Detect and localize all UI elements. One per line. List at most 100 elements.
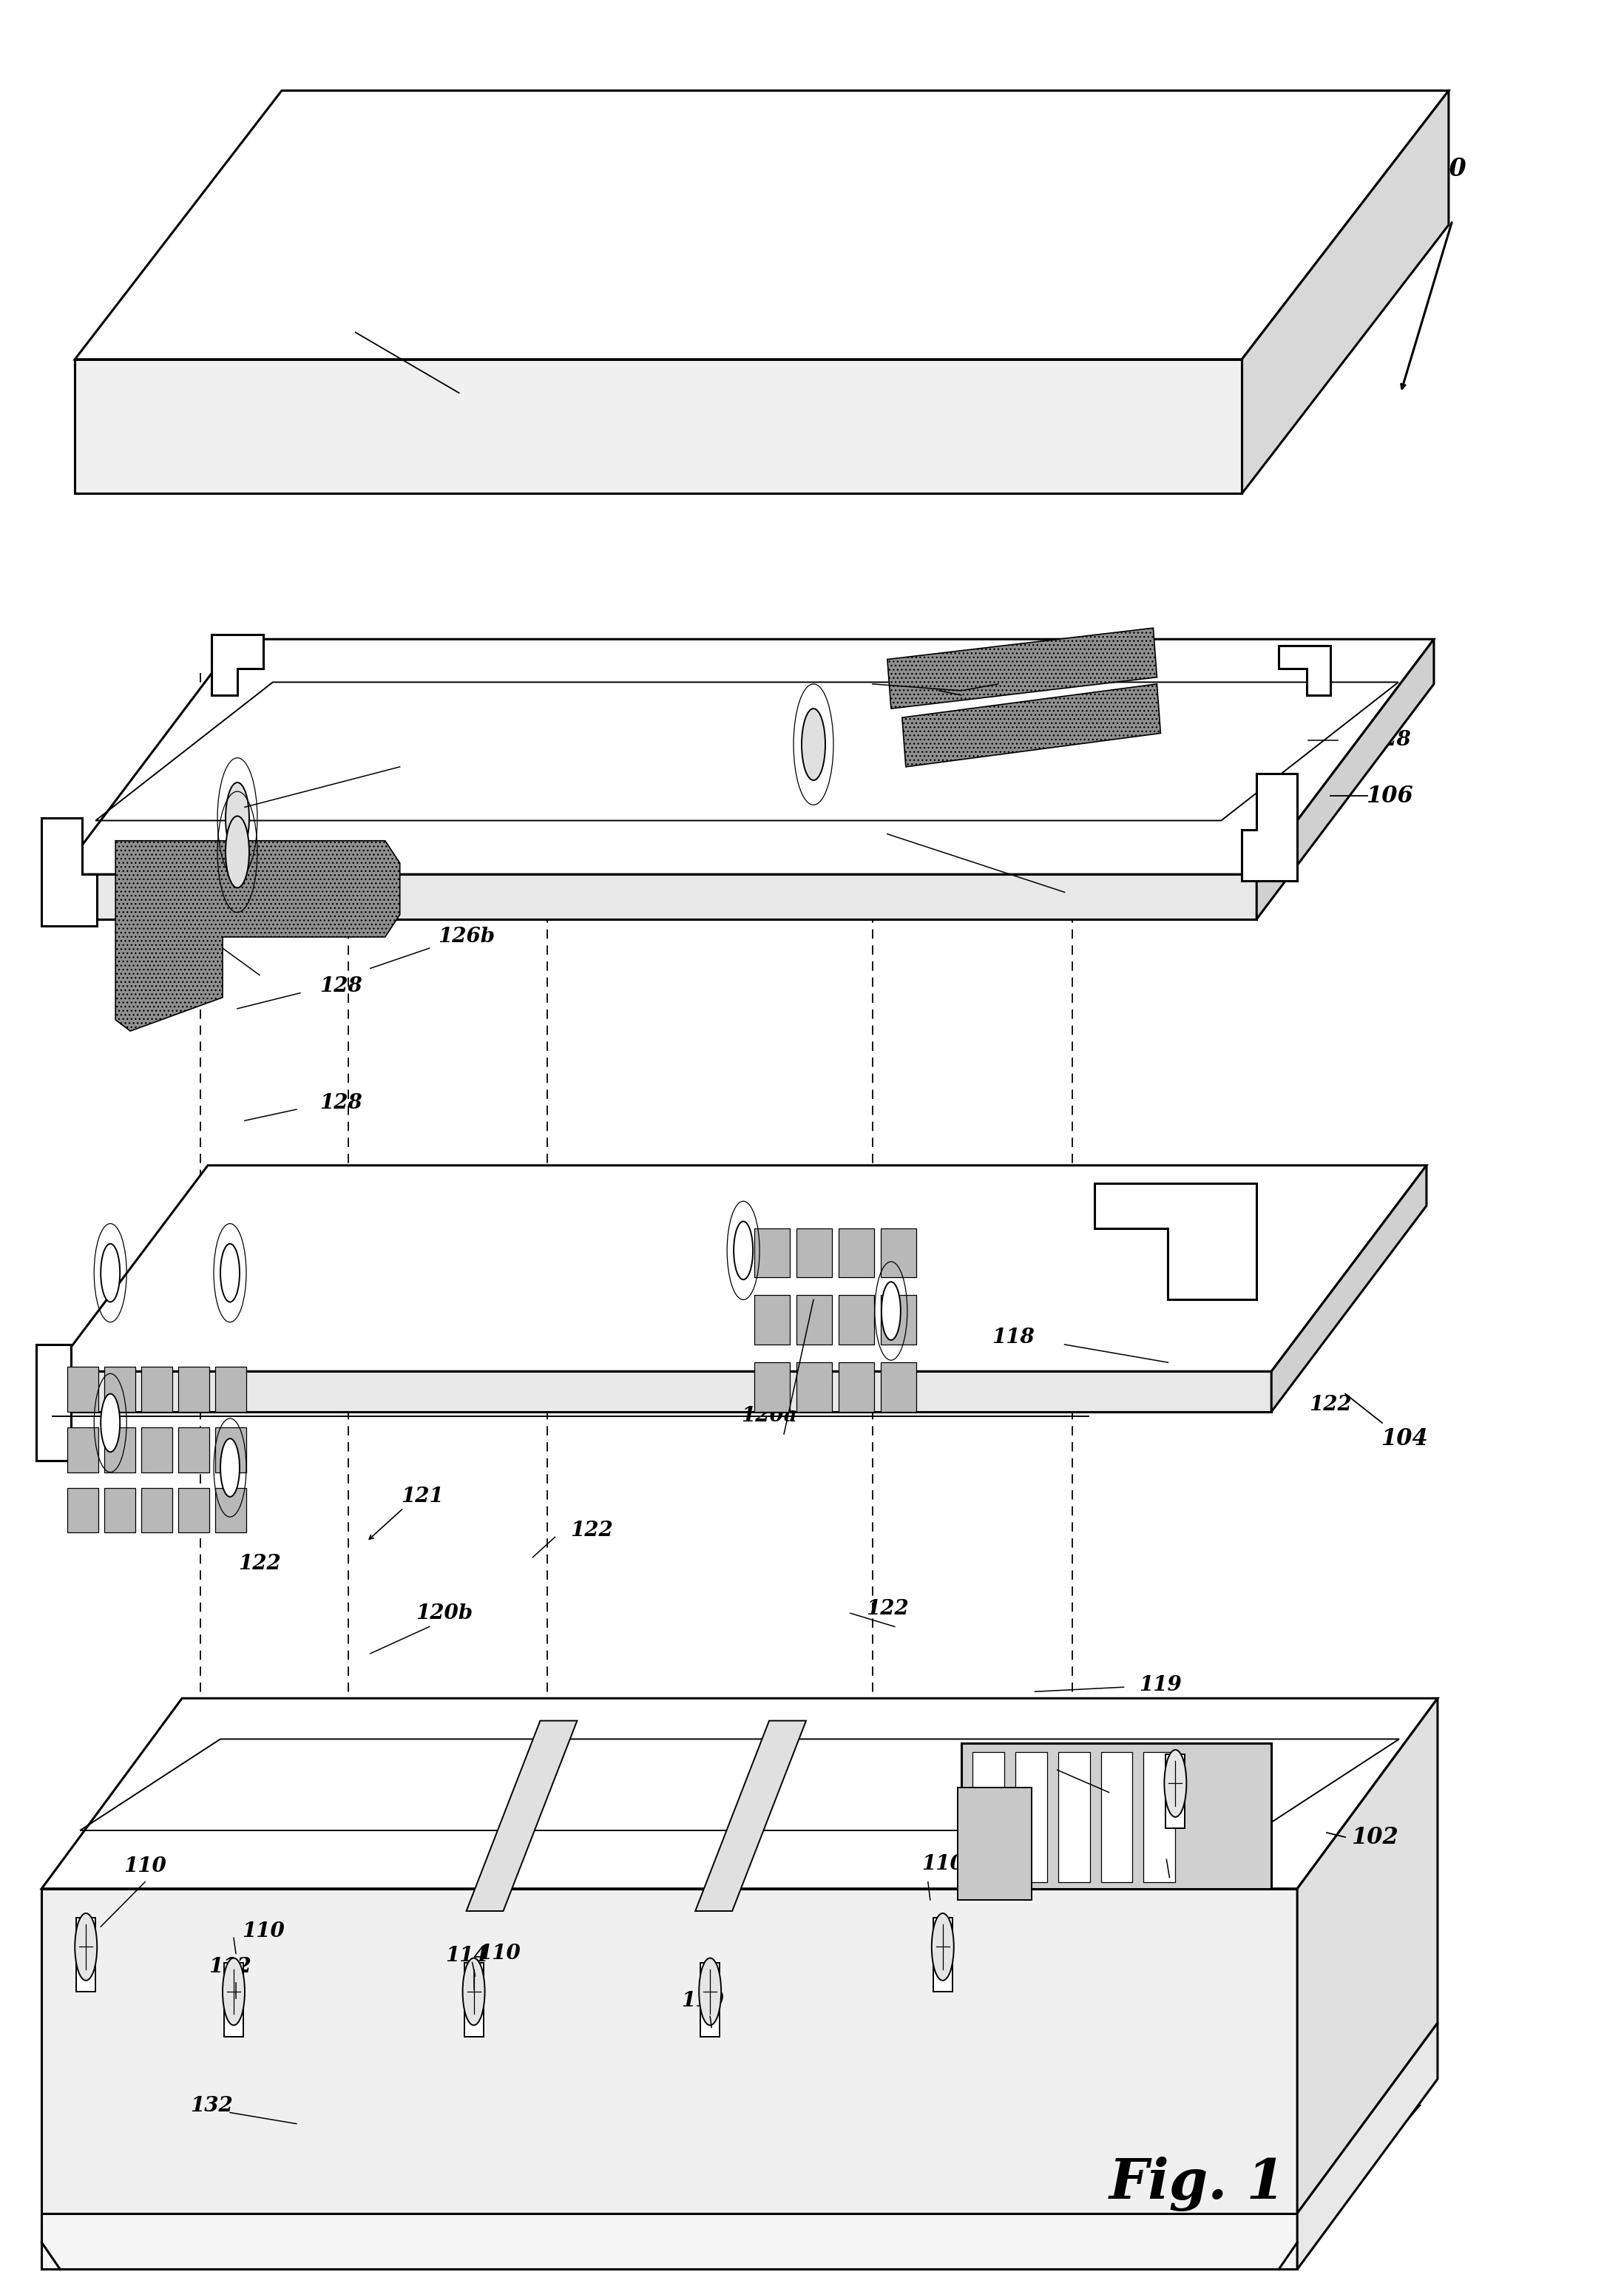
Circle shape bbox=[221, 1244, 240, 1303]
Polygon shape bbox=[1298, 1698, 1437, 2213]
Text: 128: 128 bbox=[1369, 729, 1411, 750]
Polygon shape bbox=[115, 841, 400, 1031]
Polygon shape bbox=[1298, 2023, 1437, 2270]
Circle shape bbox=[802, 709, 825, 780]
Text: 110: 110 bbox=[242, 1920, 284, 1941]
Polygon shape bbox=[958, 1788, 1031, 1900]
Polygon shape bbox=[75, 359, 1242, 494]
Text: 124b: 124b bbox=[158, 928, 214, 946]
Polygon shape bbox=[1166, 1753, 1186, 1829]
Polygon shape bbox=[1057, 1751, 1090, 1881]
Polygon shape bbox=[179, 1426, 209, 1472]
Text: 110: 110 bbox=[682, 1991, 724, 2012]
Text: 132: 132 bbox=[190, 2096, 232, 2117]
Text: 108: 108 bbox=[273, 293, 320, 315]
Polygon shape bbox=[1242, 91, 1449, 494]
Polygon shape bbox=[42, 818, 97, 926]
Text: 100: 100 bbox=[1416, 158, 1466, 181]
Polygon shape bbox=[42, 2213, 1298, 2270]
Text: 112: 112 bbox=[208, 1957, 252, 1977]
Polygon shape bbox=[179, 1488, 209, 1532]
Circle shape bbox=[222, 1959, 245, 2025]
Polygon shape bbox=[1015, 1751, 1047, 1881]
Text: 121: 121 bbox=[401, 1486, 443, 1506]
Polygon shape bbox=[973, 1751, 1004, 1881]
Polygon shape bbox=[179, 1367, 209, 1413]
Polygon shape bbox=[141, 1426, 172, 1472]
Text: 122: 122 bbox=[866, 1598, 909, 1618]
Text: 120a: 120a bbox=[741, 1406, 797, 1426]
Polygon shape bbox=[68, 1367, 99, 1413]
Polygon shape bbox=[755, 1296, 789, 1344]
Polygon shape bbox=[1242, 773, 1298, 880]
Polygon shape bbox=[887, 629, 1156, 709]
Polygon shape bbox=[42, 1698, 1437, 1888]
Polygon shape bbox=[1272, 1166, 1426, 1413]
Polygon shape bbox=[75, 91, 1449, 359]
Circle shape bbox=[226, 816, 248, 887]
Polygon shape bbox=[838, 1296, 874, 1344]
Polygon shape bbox=[104, 1426, 135, 1472]
Polygon shape bbox=[52, 1166, 1426, 1372]
Polygon shape bbox=[141, 1488, 172, 1532]
Circle shape bbox=[734, 1221, 754, 1280]
Polygon shape bbox=[36, 1344, 71, 1461]
Circle shape bbox=[101, 1394, 120, 1452]
Polygon shape bbox=[60, 2105, 1419, 2270]
Polygon shape bbox=[880, 1296, 916, 1344]
Polygon shape bbox=[880, 1228, 916, 1278]
Polygon shape bbox=[216, 1367, 247, 1413]
Polygon shape bbox=[934, 1918, 952, 1991]
Polygon shape bbox=[42, 1888, 1298, 2213]
Polygon shape bbox=[464, 1964, 484, 2037]
Text: 122: 122 bbox=[1309, 1394, 1351, 1415]
Text: 122: 122 bbox=[570, 1520, 614, 1541]
Polygon shape bbox=[76, 1918, 96, 1991]
Polygon shape bbox=[104, 1488, 135, 1532]
Polygon shape bbox=[1143, 1751, 1176, 1881]
Polygon shape bbox=[68, 1488, 99, 1532]
Text: 124a: 124a bbox=[963, 674, 1018, 695]
Circle shape bbox=[226, 782, 248, 855]
Polygon shape bbox=[68, 1426, 99, 1472]
Polygon shape bbox=[796, 1296, 831, 1344]
Circle shape bbox=[698, 1959, 721, 2025]
Text: 126b: 126b bbox=[438, 928, 495, 946]
Circle shape bbox=[1164, 1749, 1187, 1817]
Polygon shape bbox=[216, 1426, 247, 1472]
Text: 110: 110 bbox=[477, 1943, 521, 1964]
Polygon shape bbox=[961, 1744, 1272, 1888]
Text: 110: 110 bbox=[1176, 1838, 1220, 1859]
Polygon shape bbox=[216, 1488, 247, 1532]
Polygon shape bbox=[1101, 1751, 1132, 1881]
Polygon shape bbox=[1257, 640, 1434, 919]
Text: 128: 128 bbox=[320, 1093, 362, 1113]
Polygon shape bbox=[104, 1367, 135, 1413]
Polygon shape bbox=[838, 1362, 874, 1413]
Text: 119: 119 bbox=[1140, 1676, 1182, 1694]
Text: 118: 118 bbox=[992, 1328, 1034, 1349]
Text: 102: 102 bbox=[1351, 1827, 1398, 1849]
Polygon shape bbox=[755, 1228, 789, 1278]
Text: 110: 110 bbox=[123, 1856, 166, 1877]
Text: 128: 128 bbox=[320, 976, 362, 997]
Polygon shape bbox=[211, 636, 263, 695]
Polygon shape bbox=[466, 1721, 577, 1911]
Polygon shape bbox=[224, 1964, 244, 2037]
Polygon shape bbox=[52, 1372, 1272, 1413]
Circle shape bbox=[932, 1913, 953, 1980]
Polygon shape bbox=[695, 1721, 806, 1911]
Polygon shape bbox=[796, 1362, 831, 1413]
Polygon shape bbox=[60, 873, 1257, 919]
Text: 110: 110 bbox=[921, 1854, 965, 1875]
Polygon shape bbox=[60, 640, 1434, 873]
Circle shape bbox=[101, 1244, 120, 1303]
Polygon shape bbox=[880, 1362, 916, 1413]
Polygon shape bbox=[796, 1228, 831, 1278]
Text: 116: 116 bbox=[992, 1756, 1034, 1776]
Text: 122: 122 bbox=[239, 1554, 281, 1575]
Polygon shape bbox=[838, 1228, 874, 1278]
Text: 126a: 126a bbox=[786, 658, 841, 679]
Polygon shape bbox=[1278, 647, 1330, 695]
Circle shape bbox=[221, 1438, 240, 1497]
